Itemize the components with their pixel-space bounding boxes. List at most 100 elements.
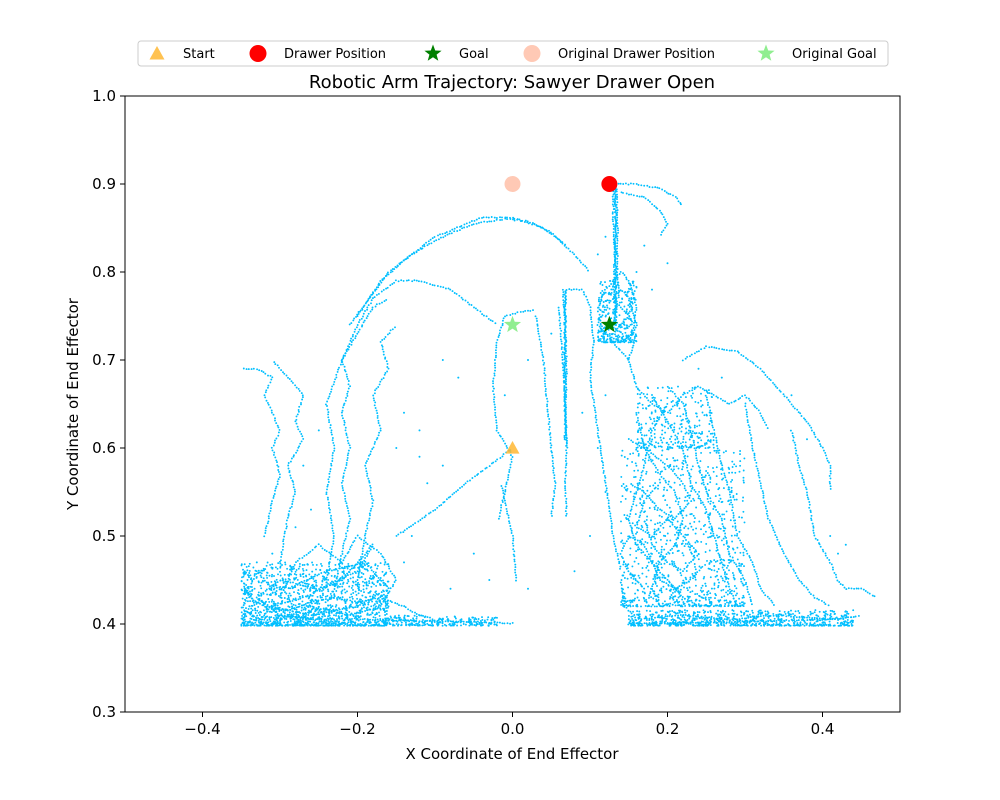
trajectory-point xyxy=(301,624,304,626)
trajectory-point xyxy=(494,406,497,409)
trajectory-point xyxy=(656,616,659,619)
trajectory-point xyxy=(346,567,349,570)
trajectory-point xyxy=(342,472,345,475)
trajectory-point xyxy=(340,598,343,601)
trajectory-point xyxy=(839,583,842,586)
trajectory-point xyxy=(659,459,662,462)
trajectory-point xyxy=(852,616,855,618)
trajectory-point xyxy=(314,602,317,605)
trajectory-point xyxy=(650,541,653,544)
trajectory-point xyxy=(349,619,352,622)
trajectory-point xyxy=(271,573,274,576)
trajectory-point xyxy=(583,293,586,296)
trajectory-point xyxy=(319,569,322,572)
trajectory-point xyxy=(388,567,391,570)
trajectory-point xyxy=(348,520,351,523)
trajectory-point xyxy=(370,293,373,296)
trajectory-point xyxy=(283,573,286,576)
trajectory-point xyxy=(651,186,654,189)
trajectory-point xyxy=(391,572,394,575)
trajectory-point xyxy=(361,580,364,583)
trajectory-point xyxy=(466,480,469,483)
trajectory-point xyxy=(281,548,284,551)
trajectory-point xyxy=(298,389,301,392)
trajectory-point xyxy=(289,600,292,603)
trajectory-point xyxy=(340,610,343,613)
trajectory-point xyxy=(366,474,369,477)
trajectory-point xyxy=(426,622,429,625)
trajectory-point xyxy=(372,616,375,619)
trajectory-point xyxy=(254,569,257,572)
trajectory-point xyxy=(685,414,688,417)
trajectory-point xyxy=(550,451,553,454)
trajectory-point xyxy=(445,624,448,627)
trajectory-point xyxy=(298,405,301,408)
trajectory-point xyxy=(669,520,672,523)
trajectory-point xyxy=(395,622,398,625)
trajectory-point xyxy=(702,503,705,506)
trajectory-point xyxy=(366,472,369,475)
trajectory-point xyxy=(269,381,272,384)
trajectory-point xyxy=(281,624,284,627)
trajectory-point xyxy=(794,444,797,446)
trajectory-point xyxy=(510,458,513,461)
trajectory-point xyxy=(806,588,809,591)
trajectory-point xyxy=(287,580,290,583)
trajectory-point xyxy=(247,565,250,568)
trajectory-point xyxy=(636,195,639,197)
trajectory-point xyxy=(331,620,334,623)
trajectory-point xyxy=(495,421,498,424)
trajectory-point xyxy=(662,216,665,219)
trajectory-point xyxy=(242,606,244,609)
trajectory-point xyxy=(816,539,819,541)
trajectory-point xyxy=(703,347,706,350)
trajectory-point xyxy=(731,556,734,559)
trajectory-point xyxy=(372,596,375,599)
trajectory-point xyxy=(689,355,691,358)
trajectory-point xyxy=(356,315,359,318)
trajectory-point xyxy=(423,243,426,246)
trajectory-point xyxy=(601,314,604,317)
trajectory-point xyxy=(369,310,372,313)
trajectory-point xyxy=(666,222,669,225)
trajectory-point xyxy=(470,304,473,306)
trajectory-point xyxy=(761,490,764,493)
trajectory-point xyxy=(647,453,650,456)
trajectory-point xyxy=(256,624,259,627)
trajectory-point xyxy=(394,279,397,282)
trajectory-point xyxy=(655,598,658,601)
trajectory-point xyxy=(275,459,278,462)
trajectory-point xyxy=(339,554,342,557)
trajectory-point xyxy=(243,622,246,625)
trajectory-point xyxy=(287,594,290,597)
trajectory-point xyxy=(362,588,365,591)
trajectory-point xyxy=(370,598,373,601)
trajectory-point xyxy=(287,467,290,470)
trajectory-point xyxy=(479,470,482,473)
trajectory-point xyxy=(724,532,727,535)
trajectory-point xyxy=(751,441,754,444)
trajectory-point xyxy=(275,578,278,581)
trajectory-point xyxy=(436,506,439,509)
trajectory-point xyxy=(473,306,475,309)
trajectory-point xyxy=(288,578,291,581)
trajectory-point xyxy=(285,525,288,528)
trajectory-point xyxy=(276,604,279,607)
trajectory-point xyxy=(447,287,450,290)
trajectory-point xyxy=(325,569,328,572)
trajectory-point xyxy=(246,589,249,592)
trajectory-point xyxy=(301,618,304,621)
trajectory-point xyxy=(361,547,364,550)
trajectory-point xyxy=(696,461,699,464)
trajectory-point xyxy=(644,197,647,200)
trajectory-point xyxy=(501,501,504,503)
trajectory-point xyxy=(382,353,385,356)
trajectory-point xyxy=(612,337,615,340)
trajectory-point xyxy=(481,618,484,621)
trajectory-point xyxy=(337,607,340,610)
trajectory-point xyxy=(328,584,331,586)
trajectory-point xyxy=(658,416,661,419)
trajectory-point xyxy=(357,311,360,313)
trajectory-point xyxy=(337,585,339,588)
trajectory-point xyxy=(659,473,662,475)
